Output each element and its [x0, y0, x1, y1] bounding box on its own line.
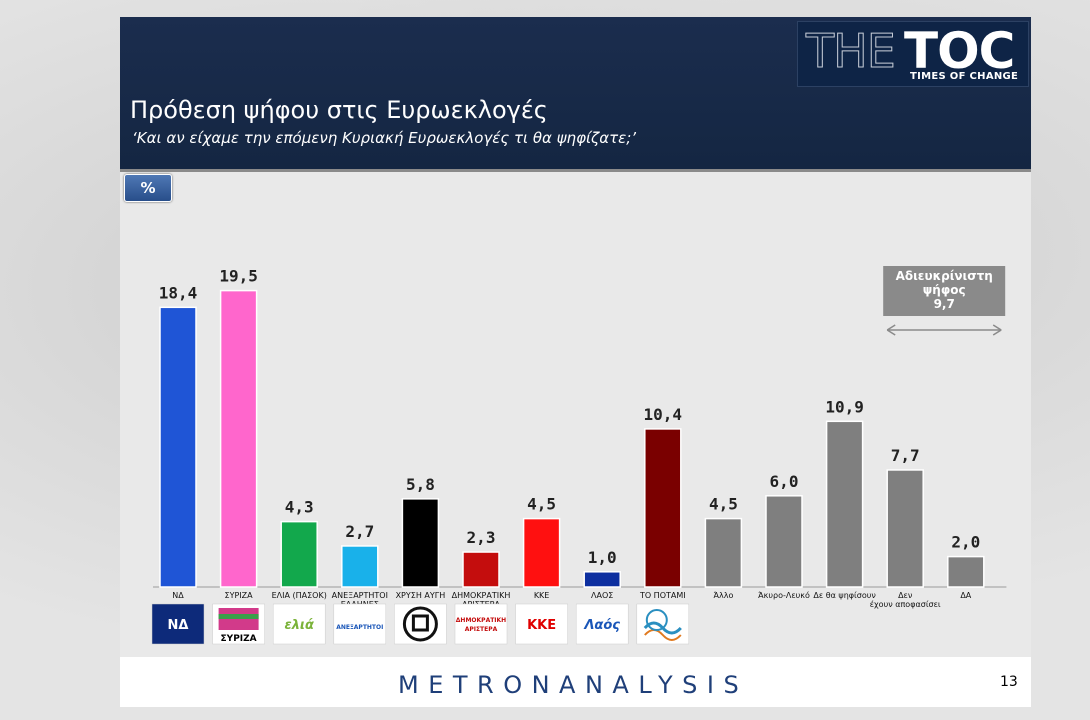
nd-logo: [151, 603, 205, 645]
category-label-3: ΕΛΙΑ (ΠΑΣΟΚ): [272, 591, 327, 600]
logo-tagline: TIMES OF CHANGE: [910, 71, 1019, 82]
value-label-14: 2,0: [951, 533, 980, 552]
undecided-arrow-right: [992, 324, 1002, 336]
category-label-5: ΧΡΥΣΗ ΑΥΓΗ: [396, 591, 446, 600]
bar-12: [825, 420, 864, 588]
laos-logo: [575, 603, 629, 645]
slide-title: Πρόθεση ψήφου στις Ευρωεκλογές: [130, 96, 548, 124]
category-label-10: Άλλο: [713, 591, 733, 600]
header-divider: [120, 169, 1031, 172]
value-label-10: 4,5: [709, 495, 738, 514]
nd-logo-text: ΝΔ: [168, 618, 189, 633]
value-label-11: 6,0: [770, 472, 799, 491]
value-label-7: 4,5: [527, 495, 556, 514]
slide: THE TOC TIMES OF CHANGE Πρόθεση ψήφου στ…: [120, 17, 1031, 707]
potami-wave-2: [644, 629, 682, 641]
category-label-7: ΚΚΕ: [534, 591, 550, 600]
slide-footer: METRONANALYSIS 13: [120, 657, 1031, 707]
logo-toc-text: TOC: [904, 22, 1015, 80]
elia-logo-text: ελιά: [284, 618, 314, 633]
value-label-6: 2,3: [467, 528, 496, 547]
value-label-1: 18,4: [159, 283, 198, 302]
value-label-12: 10,9: [825, 397, 864, 416]
metronanalysis-logo: METRONANALYSIS: [398, 671, 749, 699]
undecided-label-3: 9,7: [934, 297, 955, 311]
bar-9: [644, 428, 682, 588]
category-label-14: ΔΑ: [960, 591, 971, 600]
undecided-label-1: Αδιευκρίνιστη: [896, 269, 993, 283]
category-label-13: Δεν έχουν αποφασίσει: [870, 591, 941, 609]
category-label-11: Άκυρο-Λευκό: [758, 590, 810, 600]
slide-subtitle: ‘Και αν είχαμε την επόμενη Κυριακή Ευρωε…: [132, 129, 637, 147]
undecided-arrow-left: [886, 324, 896, 336]
undecided-label-2: ψήφος: [923, 283, 966, 297]
syriza-logo-text: ΣΥΡΙΖΑ: [221, 634, 257, 644]
logo-the-text: THE: [806, 24, 897, 79]
xa-logo-meander: [411, 614, 429, 632]
category-label-9: ΤΟ ΠΟΤΑΜΙ: [639, 591, 686, 600]
elia-logo: [272, 603, 326, 645]
bar-2: [219, 289, 258, 588]
value-label-5: 5,8: [406, 475, 435, 494]
thetoc-logo: THE TOC TIMES OF CHANGE: [797, 21, 1029, 87]
value-label-3: 4,3: [285, 498, 314, 517]
undecided-box: [883, 266, 1006, 316]
bar-4: [341, 545, 379, 588]
bar-14: [947, 555, 985, 588]
slide-header: THE TOC TIMES OF CHANGE Πρόθεση ψήφου στ…: [120, 17, 1031, 169]
dimar-logo: [454, 603, 508, 645]
value-label-13: 7,7: [891, 446, 920, 465]
value-label-9: 10,4: [644, 405, 683, 424]
xa-logo: [394, 603, 447, 645]
vote-intention-bar-chart: 18,4 ΝΔ 19,5 ΣΥΡΙΖΑ 4,3 ΕΛΙΑ (ΠΑΣΟΚ) 2,7 ΑΝΕΞΑΡ…: [151, 266, 1007, 645]
bar-6: [462, 551, 500, 588]
bar-5: [401, 498, 440, 588]
bar-8: [583, 571, 621, 588]
unit-badge: %: [124, 174, 172, 202]
bar-10: [704, 517, 743, 588]
category-label-8: ΛΑΟΣ: [591, 591, 613, 600]
kke-logo: [515, 603, 568, 645]
value-label-4: 2,7: [345, 522, 374, 541]
category-label-1: ΝΔ: [172, 591, 184, 600]
xa-logo-ring: [402, 606, 438, 642]
anel-logo: [333, 603, 387, 645]
value-label-8: 1,0: [588, 548, 617, 567]
category-label-12: Δε θα ψηφίσουν: [813, 591, 876, 600]
dimar-logo-text: ΔΗΜΟΚΡΑΤΙΚΗ ΑΡΙΣΤΕΡΑ: [456, 617, 506, 633]
laos-logo-text: Λαός: [583, 618, 620, 633]
bar-13: [886, 469, 924, 588]
value-label-2: 19,5: [219, 267, 258, 286]
anel-logo-text: ΑΝΕΞΑΡΤΗΤΟΙ: [336, 624, 383, 631]
syriza-flag-stripe: [218, 614, 259, 619]
bar-3: [280, 520, 318, 588]
bar-7: [522, 517, 561, 588]
bar-11: [765, 495, 803, 588]
category-label-2: ΣΥΡΙΖΑ: [225, 591, 254, 600]
kke-logo-text: ΚΚΕ: [527, 618, 556, 633]
page-number: 13: [1000, 674, 1018, 690]
bar-1: [159, 306, 197, 588]
potami-logo: [636, 603, 690, 645]
potami-circle: [645, 609, 668, 631]
